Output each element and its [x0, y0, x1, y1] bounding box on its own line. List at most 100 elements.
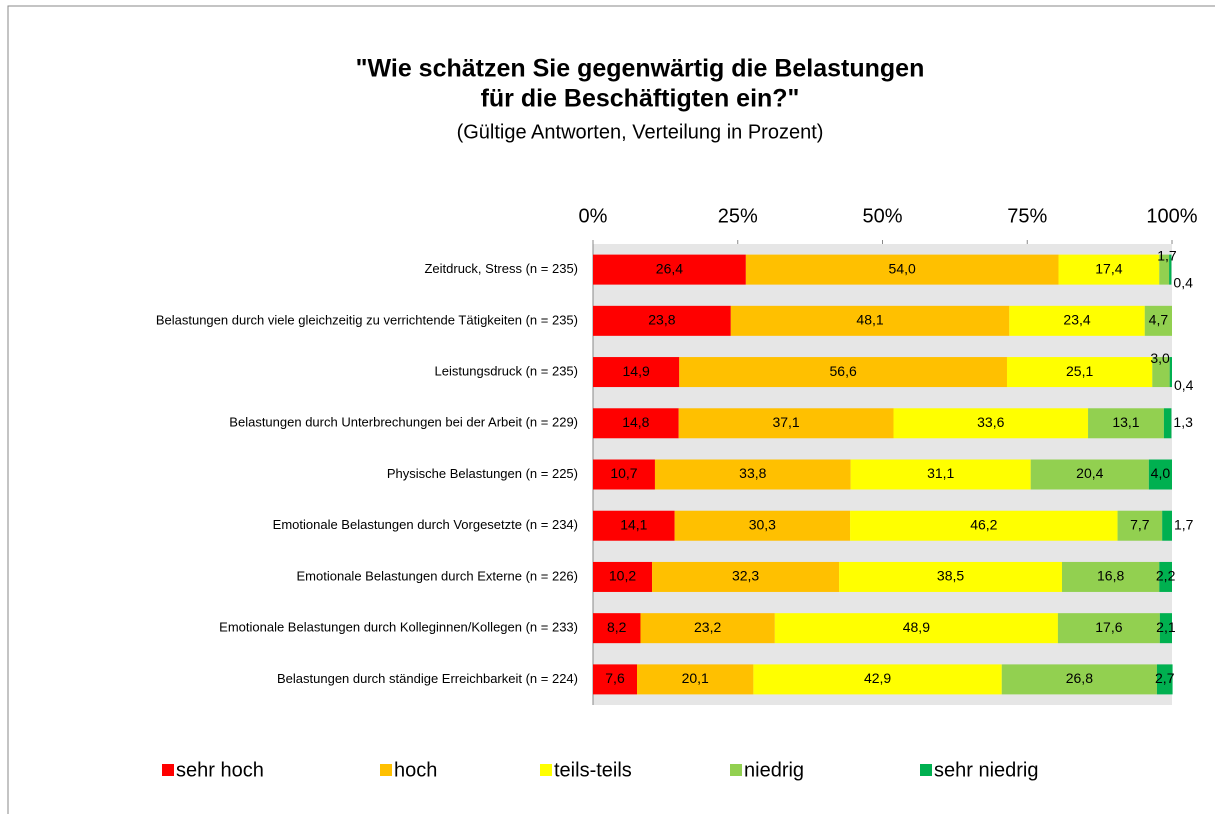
x-tick-label: 100%	[1146, 205, 1197, 227]
data-label: 7,6	[605, 670, 625, 686]
bar-segment	[1061, 561, 1160, 592]
bar-segment	[1163, 408, 1172, 439]
legend-label: niedrig	[744, 759, 804, 781]
data-label: 20,4	[1076, 465, 1103, 481]
bar-segment	[674, 510, 851, 541]
data-label: 54,0	[889, 260, 916, 276]
bar-segment	[593, 357, 680, 388]
bar-segment	[774, 613, 1058, 644]
category-label: Zeitdruck, Stress (n = 235)	[424, 261, 578, 276]
data-label: 26,4	[656, 260, 683, 276]
bar-segment	[1159, 561, 1172, 592]
frame	[7, 5, 1215, 814]
data-label: 23,2	[694, 619, 721, 635]
legend-label: sehr niedrig	[934, 759, 1039, 781]
data-label: 7,7	[1130, 516, 1150, 532]
data-label: 56,6	[830, 363, 857, 379]
bar-segment	[753, 664, 1002, 695]
x-tick-label: 50%	[862, 205, 902, 227]
bar-segment	[640, 613, 775, 644]
bar-segment	[1159, 254, 1170, 285]
bar-segment	[1152, 357, 1170, 388]
data-label: 1,7	[1174, 516, 1194, 532]
bar-segment	[593, 664, 638, 695]
bar-segment	[593, 510, 675, 541]
data-label: 16,8	[1097, 568, 1124, 584]
bar-segment	[1088, 408, 1164, 439]
data-label: 0,4	[1173, 274, 1193, 290]
bar-segment	[1156, 664, 1173, 695]
bar-segment	[730, 305, 1010, 336]
data-label: 25,1	[1066, 363, 1093, 379]
legend-label: sehr hoch	[176, 759, 264, 781]
legend-swatch	[920, 764, 932, 776]
data-label: 38,5	[937, 568, 964, 584]
data-label: 17,6	[1095, 619, 1122, 635]
bar-segment	[593, 408, 679, 439]
bar-segment	[1117, 510, 1163, 541]
bar-segment	[1001, 664, 1157, 695]
bar-segment	[1144, 305, 1172, 336]
data-label: 1,3	[1173, 414, 1193, 430]
bar-segment	[593, 305, 731, 336]
data-label: 32,3	[732, 568, 759, 584]
bar-segment	[850, 459, 1031, 490]
category-label: Belastungen durch viele gleichzeitig zu …	[156, 312, 578, 327]
legend-swatch	[540, 764, 552, 776]
bar-segment	[654, 459, 851, 490]
data-label: 2,2	[1156, 568, 1176, 584]
category-label: Leistungsdruck (n = 235)	[435, 363, 578, 378]
bar-segment	[1148, 459, 1172, 490]
bar-segment	[593, 561, 653, 592]
x-tick-label: 0%	[579, 205, 608, 227]
data-label: 26,8	[1066, 670, 1093, 686]
data-label: 23,4	[1063, 312, 1090, 328]
data-label: 4,0	[1151, 465, 1171, 481]
bar-segment	[1169, 254, 1172, 285]
legend-label: hoch	[394, 759, 437, 781]
chart-subtitle: (Gültige Antworten, Verteilung in Prozen…	[457, 121, 824, 143]
bar-segment	[850, 510, 1118, 541]
data-label: 14,9	[623, 363, 650, 379]
bar-segment	[593, 254, 746, 285]
data-label: 2,7	[1155, 670, 1175, 686]
bar-segment	[679, 357, 1007, 388]
bar-segment	[1009, 305, 1145, 336]
data-label: 10,2	[609, 568, 636, 584]
data-label: 48,1	[856, 312, 883, 328]
bar-segment	[593, 613, 641, 644]
bar-segment	[1159, 613, 1172, 644]
data-label: 13,1	[1112, 414, 1139, 430]
category-label: Emotionale Belastungen durch Vorgesetzte…	[273, 517, 578, 532]
chart-title: "Wie schätzen Sie gegenwärtig die Belast…	[356, 55, 925, 83]
legend-swatch	[730, 764, 742, 776]
category-label: Belastungen durch Unterbrechungen bei de…	[229, 415, 578, 430]
bar-segment	[1058, 254, 1160, 285]
bar-segment	[652, 561, 840, 592]
legend-swatch	[380, 764, 392, 776]
data-label: 33,6	[977, 414, 1004, 430]
data-label: 30,3	[749, 516, 776, 532]
data-label: 0,4	[1174, 377, 1194, 393]
bar-segment	[1030, 459, 1149, 490]
legend-swatch	[162, 764, 174, 776]
data-label: 4,7	[1149, 312, 1169, 328]
bar-segment	[893, 408, 1089, 439]
data-label: 10,7	[610, 465, 637, 481]
bar-segment	[593, 459, 655, 490]
bar-segment	[678, 408, 894, 439]
chart-title: für die Beschäftigten ein?"	[481, 85, 800, 113]
bar-segment	[745, 254, 1059, 285]
bar-segment	[1162, 510, 1172, 541]
data-label: 14,1	[620, 516, 647, 532]
data-label: 8,2	[607, 619, 627, 635]
legend-label: teils-teils	[554, 759, 632, 781]
data-label: 14,8	[622, 414, 649, 430]
category-label: Physische Belastungen (n = 225)	[387, 466, 578, 481]
data-label: 3,0	[1150, 350, 1170, 366]
data-label: 42,9	[864, 670, 891, 686]
category-label: Belastungen durch ständige Erreichbarkei…	[277, 671, 578, 686]
data-label: 48,9	[903, 619, 930, 635]
data-label: 20,1	[682, 670, 709, 686]
